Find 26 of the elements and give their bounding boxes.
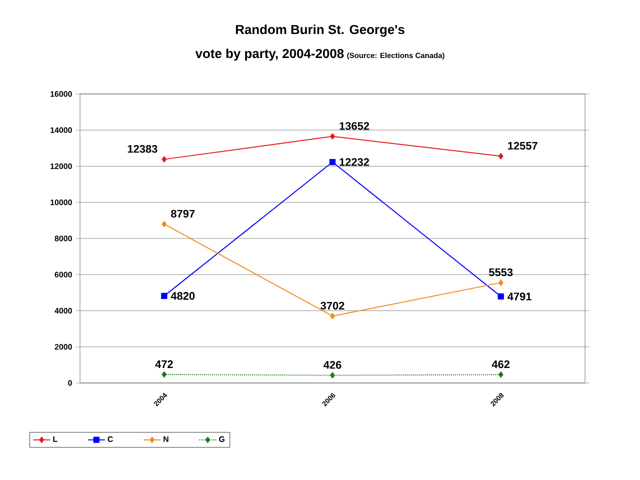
data-label: 12557: [508, 142, 538, 150]
point: [330, 133, 335, 140]
data-label: 8797: [171, 210, 195, 218]
data-label: 13652: [340, 122, 370, 130]
point: [162, 156, 167, 162]
data-label: 12232: [340, 158, 370, 166]
data-label: 12383: [128, 145, 158, 153]
point: [330, 313, 335, 320]
data-label: 462: [492, 360, 510, 368]
point: [161, 292, 168, 300]
data-label: 472: [155, 360, 173, 368]
point: [498, 153, 504, 160]
data-label: 4820: [170, 292, 195, 300]
point: [162, 371, 167, 378]
data-label: 3702: [320, 302, 344, 310]
point: [498, 372, 504, 378]
data-label: 4791: [508, 292, 532, 300]
point: [498, 280, 504, 286]
chart-subtitle: vote by party, 2004-2008: [195, 48, 344, 61]
chart-title: Random Burin St. George's: [236, 24, 404, 37]
data-label: 5553: [488, 268, 513, 276]
data-label: 426: [324, 361, 342, 369]
point: [498, 293, 504, 300]
point: [329, 158, 336, 166]
point: [330, 372, 335, 378]
point: [162, 221, 167, 228]
